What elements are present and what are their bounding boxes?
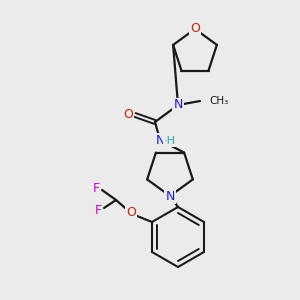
Text: N: N — [165, 190, 175, 202]
Text: O: O — [126, 206, 136, 220]
Text: N: N — [155, 134, 165, 146]
Text: O: O — [190, 22, 200, 35]
Text: ·H: ·H — [164, 136, 176, 146]
Text: CH₃: CH₃ — [209, 96, 228, 106]
Text: N: N — [173, 98, 183, 112]
Text: F: F — [92, 182, 100, 194]
Text: F: F — [94, 203, 102, 217]
Text: O: O — [123, 109, 133, 122]
